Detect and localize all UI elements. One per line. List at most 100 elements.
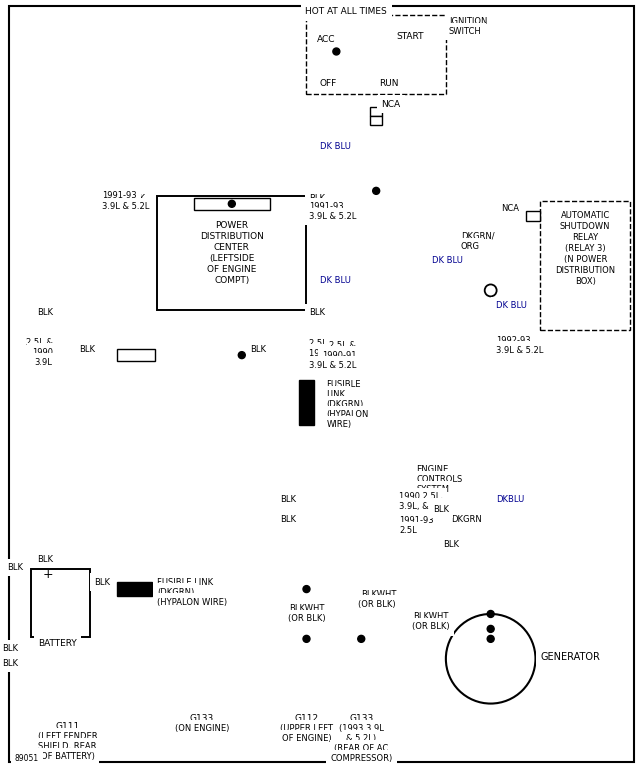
Text: G133: G133 [349,714,373,723]
Text: 1990 3.9L: 1990 3.9L [310,349,351,358]
Text: (HYPALON WIRE): (HYPALON WIRE) [157,598,227,607]
Text: NCA: NCA [381,100,400,109]
Bar [31,569,90,637]
Text: +: + [43,568,53,581]
Text: (DKGRN): (DKGRN) [326,400,364,409]
Text: BLK: BLK [443,540,459,549]
Text: BLKWHT: BLKWHT [413,612,449,621]
Text: WIRE): WIRE) [326,420,351,429]
Text: DISTRIBUTION: DISTRIBUTION [200,232,264,241]
Text: OF ENGINE: OF ENGINE [207,265,257,274]
Text: G133: G133 [190,714,214,723]
Text: 1991-93: 1991-93 [310,202,344,211]
Circle shape [487,635,494,642]
Bar [540,200,630,330]
Text: FUSIBLE LINK: FUSIBLE LINK [157,578,213,587]
Text: 3.9L: 3.9L [35,358,52,366]
Text: OF ENGINE): OF ENGINE) [282,734,332,743]
Text: BLK: BLK [2,659,18,668]
Text: 3.9L & 5.2L: 3.9L & 5.2L [495,346,543,355]
Bar [525,210,540,220]
Text: BLK: BLK [36,554,52,564]
Text: (OR BLK): (OR BLK) [358,600,396,608]
Text: COMPT): COMPT) [214,276,250,285]
Text: BLK: BLK [280,495,296,504]
Text: BOX): BOX) [575,277,596,286]
Text: G111: G111 [56,722,80,731]
Circle shape [238,352,245,359]
Text: BLKWHT: BLKWHT [361,590,396,598]
Text: HOT AT ALL TIMES: HOT AT ALL TIMES [305,7,387,16]
Text: (1993 3.9L: (1993 3.9L [339,724,384,733]
Circle shape [372,187,380,194]
Circle shape [228,200,236,207]
Bar [370,116,382,125]
Text: LINK: LINK [326,390,346,399]
Text: BLK: BLK [36,308,52,317]
Text: DKGRN: DKGRN [451,515,481,524]
Bar [117,349,155,361]
Text: 1992-93: 1992-93 [495,336,531,345]
Bar [298,380,314,425]
Text: DK BLU: DK BLU [495,301,527,310]
Circle shape [358,635,365,642]
Text: 3.9L, & 5.2L: 3.9L, & 5.2L [399,502,449,511]
Text: BLK: BLK [169,578,185,587]
Text: BLK: BLK [250,345,266,353]
Text: 3.9L & 5.2L: 3.9L & 5.2L [309,361,356,369]
Text: AUTOMATIC: AUTOMATIC [561,211,610,220]
Text: BLK: BLK [433,505,449,514]
Bar [194,198,269,210]
Text: (UPPER LEFT: (UPPER LEFT [280,724,333,733]
Text: 1991-93: 1991-93 [399,516,434,525]
Circle shape [487,611,494,617]
Text: (N POWER: (N POWER [564,255,607,264]
Text: BLK: BLK [79,345,95,353]
Text: CONTROLS: CONTROLS [416,475,462,484]
Text: NCA: NCA [502,204,520,214]
Text: ENGINE: ENGINE [416,465,448,474]
Text: RELAY: RELAY [572,233,598,242]
Text: BLK: BLK [129,194,145,204]
Text: DISTRIBUTION: DISTRIBUTION [555,266,615,275]
Text: FUSIBLE: FUSIBLE [326,380,361,389]
Text: DK BLU: DK BLU [432,256,463,265]
Text: 2.5L &: 2.5L & [330,341,356,349]
Text: OFF: OFF [319,79,337,88]
Bar [117,582,152,596]
Circle shape [303,585,310,593]
Text: 1991-93: 1991-93 [102,191,137,200]
Text: 1990: 1990 [31,348,52,356]
Text: BLK: BLK [280,515,296,524]
Text: DK BLU: DK BLU [321,141,351,151]
Text: BLK: BLK [95,578,111,587]
Text: 2.5L: 2.5L [399,526,417,535]
Text: BLK: BLK [2,644,18,654]
Circle shape [303,635,310,642]
Text: (DKGRN): (DKGRN) [157,588,195,597]
Text: 1990 2.5L,: 1990 2.5L, [399,492,443,501]
Text: ACC: ACC [316,35,335,44]
Text: BLK: BLK [7,563,23,571]
Text: BLK: BLK [310,308,326,317]
Text: SHUTDOWN: SHUTDOWN [560,222,611,231]
Text: IGNITION: IGNITION [449,17,487,26]
Text: DKGRN/: DKGRN/ [461,231,495,240]
Circle shape [487,625,494,632]
Text: & 5.2L): & 5.2L) [346,734,376,743]
Text: (LEFTSIDE: (LEFTSIDE [209,254,255,263]
Text: (RELAY 3): (RELAY 3) [565,244,605,253]
Bar [370,108,382,116]
Text: BATTERY: BATTERY [38,639,77,648]
Bar [157,196,307,310]
Text: COMPRESSOR): COMPRESSOR) [330,754,392,763]
Text: BLK: BLK [310,194,326,204]
Text: 2.5L &: 2.5L & [310,339,337,348]
Text: SYSTEM: SYSTEM [416,485,449,494]
Text: 2.5L &: 2.5L & [26,338,52,346]
Text: SHIELD, REAR: SHIELD, REAR [38,742,97,751]
Text: DKBLU: DKBLU [495,495,524,504]
Text: (HYPALON: (HYPALON [326,410,369,419]
Text: BLKWHT: BLKWHT [289,604,324,614]
Text: 3.9L & 5.2L: 3.9L & 5.2L [310,212,357,221]
